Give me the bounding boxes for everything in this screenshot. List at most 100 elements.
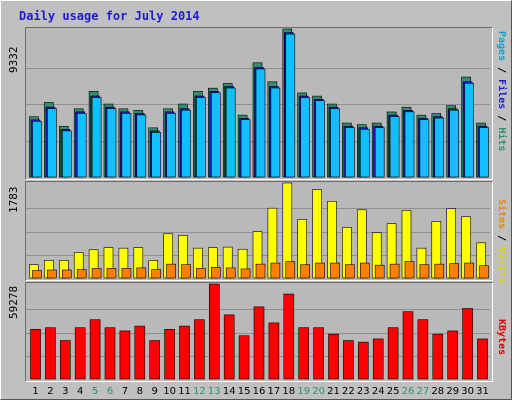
bar-kbytes-day-2	[45, 327, 56, 380]
x-tick-label-day-18: 18	[282, 386, 295, 397]
bar-sites-day-23	[359, 262, 370, 279]
bar-kbytes-day-6	[104, 327, 116, 380]
bar-sites-day-4	[76, 269, 87, 279]
x-tick-label-day-3: 3	[62, 386, 68, 397]
x-tick-label-day-12: 12	[193, 386, 206, 397]
bar-sites-day-8	[136, 267, 147, 279]
bar-kbytes-day-11	[179, 325, 190, 380]
bar-kbytes-day-7	[119, 330, 131, 380]
bar-kbytes-day-8	[134, 325, 146, 380]
bar-pages-day-20	[315, 100, 325, 178]
bar-sites-day-21	[330, 262, 340, 279]
bar-pages-day-15	[240, 119, 251, 178]
x-tick-label-day-9: 9	[152, 386, 158, 397]
bar-pages-day-25	[389, 116, 400, 178]
bar-sites-day-17	[270, 262, 281, 279]
bar-kbytes-day-19	[298, 327, 310, 380]
bar-sites-day-18	[285, 261, 296, 279]
x-tick-label-day-28: 28	[431, 386, 444, 397]
bar-pages-day-30	[464, 82, 474, 178]
x-tick-label-day-19: 19	[297, 386, 310, 397]
bar-sites-day-14	[225, 267, 236, 279]
bar-pages-day-29	[449, 109, 460, 178]
bar-pages-day-31	[479, 127, 489, 178]
bar-sites-day-30	[464, 262, 474, 279]
bar-kbytes-day-23	[357, 341, 369, 380]
bar-pages-day-6	[106, 108, 117, 178]
bar-kbytes-day-5	[89, 319, 101, 380]
bar-pages-day-21	[330, 108, 340, 178]
x-tick-label-day-4: 4	[77, 386, 83, 397]
bar-sites-day-28	[434, 263, 445, 279]
x-tick-label-day-26: 26	[402, 386, 415, 397]
bar-pages-day-17	[270, 87, 281, 178]
bar-kbytes-day-25	[387, 327, 399, 380]
bar-sites-day-6	[106, 268, 117, 279]
bar-kbytes-day-1	[30, 329, 41, 380]
bar-pages-day-26	[404, 111, 415, 178]
x-tick-label-day-1: 1	[32, 386, 38, 397]
x-tick-label-day-21: 21	[327, 386, 340, 397]
bar-kbytes-day-26	[402, 311, 414, 380]
x-tick-label-day-8: 8	[137, 386, 143, 397]
bar-pages-day-10	[166, 113, 176, 178]
bar-kbytes-day-17	[268, 322, 280, 380]
bar-kbytes-day-14	[223, 314, 235, 380]
x-tick-label-day-5: 5	[92, 386, 98, 397]
bar-kbytes-day-10	[164, 329, 175, 380]
bar-kbytes-day-24	[372, 338, 384, 380]
bar-pages-day-2	[47, 108, 57, 178]
bar-kbytes-day-3	[59, 340, 71, 380]
bar-kbytes-day-22	[343, 340, 354, 380]
bar-sites-day-29	[449, 263, 460, 279]
bar-pages-day-8	[136, 114, 147, 178]
bar-kbytes-day-16	[253, 306, 265, 380]
bar-kbytes-day-27	[417, 319, 429, 380]
x-tick-label-day-24: 24	[372, 386, 385, 397]
bar-sites-day-7	[121, 268, 132, 279]
bar-sites-day-31	[479, 265, 489, 279]
bar-kbytes-day-31	[477, 338, 488, 380]
chart-title: Daily usage for July 2014	[19, 9, 200, 23]
bar-sites-day-27	[419, 264, 430, 279]
bar-kbytes-day-18	[283, 293, 295, 380]
x-tick-label-day-22: 22	[342, 386, 355, 397]
x-tick-label-day-31: 31	[476, 386, 489, 397]
bar-sites-day-3	[61, 269, 72, 279]
bar-pages-day-23	[359, 128, 370, 178]
x-tick-label-day-2: 2	[47, 386, 53, 397]
x-tick-label-day-6: 6	[107, 386, 113, 397]
bar-pages-day-12	[196, 97, 206, 178]
x-tick-label-day-29: 29	[446, 386, 459, 397]
bar-sites-day-19	[300, 264, 311, 279]
x-tick-label-day-27: 27	[417, 386, 430, 397]
x-tick-label-day-25: 25	[387, 386, 400, 397]
bar-sites-day-1	[32, 270, 42, 279]
bar-pages-day-18	[285, 33, 296, 178]
x-tick-label-day-23: 23	[357, 386, 370, 397]
bar-sites-day-9	[151, 269, 161, 279]
bar-sites-day-10	[166, 263, 176, 279]
bar-sites-day-13	[211, 267, 221, 279]
bar-sites-day-15	[240, 268, 251, 279]
bar-sites-day-25	[389, 263, 400, 279]
bar-kbytes-day-28	[432, 333, 444, 380]
x-tick-label-day-14: 14	[223, 386, 236, 397]
x-tick-label-day-13: 13	[208, 386, 221, 397]
bar-kbytes-day-20	[313, 327, 324, 380]
x-tick-label-day-30: 30	[461, 386, 474, 397]
bar-kbytes-day-13	[209, 283, 220, 380]
bar-kbytes-day-30	[462, 308, 473, 380]
x-tick-label-day-17: 17	[268, 386, 281, 397]
bar-sites-day-5	[91, 268, 102, 279]
bar-sites-day-20	[315, 262, 325, 279]
bar-kbytes-day-29	[447, 330, 459, 380]
bar-sites-day-22	[345, 264, 355, 279]
x-tick-label-day-10: 10	[163, 386, 176, 397]
bar-sites-day-26	[404, 261, 415, 279]
bar-pages-day-1	[32, 121, 42, 178]
bar-pages-day-19	[300, 97, 311, 178]
bar-sites-day-16	[255, 263, 266, 279]
bar-kbytes-day-21	[328, 333, 339, 380]
